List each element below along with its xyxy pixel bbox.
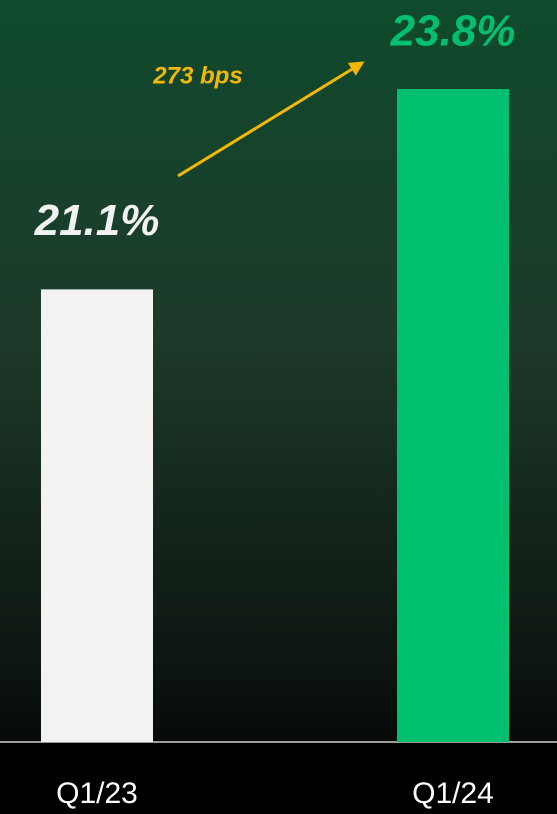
bar bbox=[397, 89, 509, 743]
value-label: 23.8% bbox=[390, 7, 516, 56]
annotation: 273 bps bbox=[152, 62, 242, 89]
bar bbox=[41, 289, 153, 742]
change-arrow bbox=[177, 61, 365, 178]
value-label: 21.1% bbox=[34, 196, 160, 245]
x-tick-label: Q1/23 bbox=[56, 777, 138, 810]
x-tick-label: Q1/24 bbox=[412, 777, 494, 810]
footer-band bbox=[0, 742, 557, 814]
